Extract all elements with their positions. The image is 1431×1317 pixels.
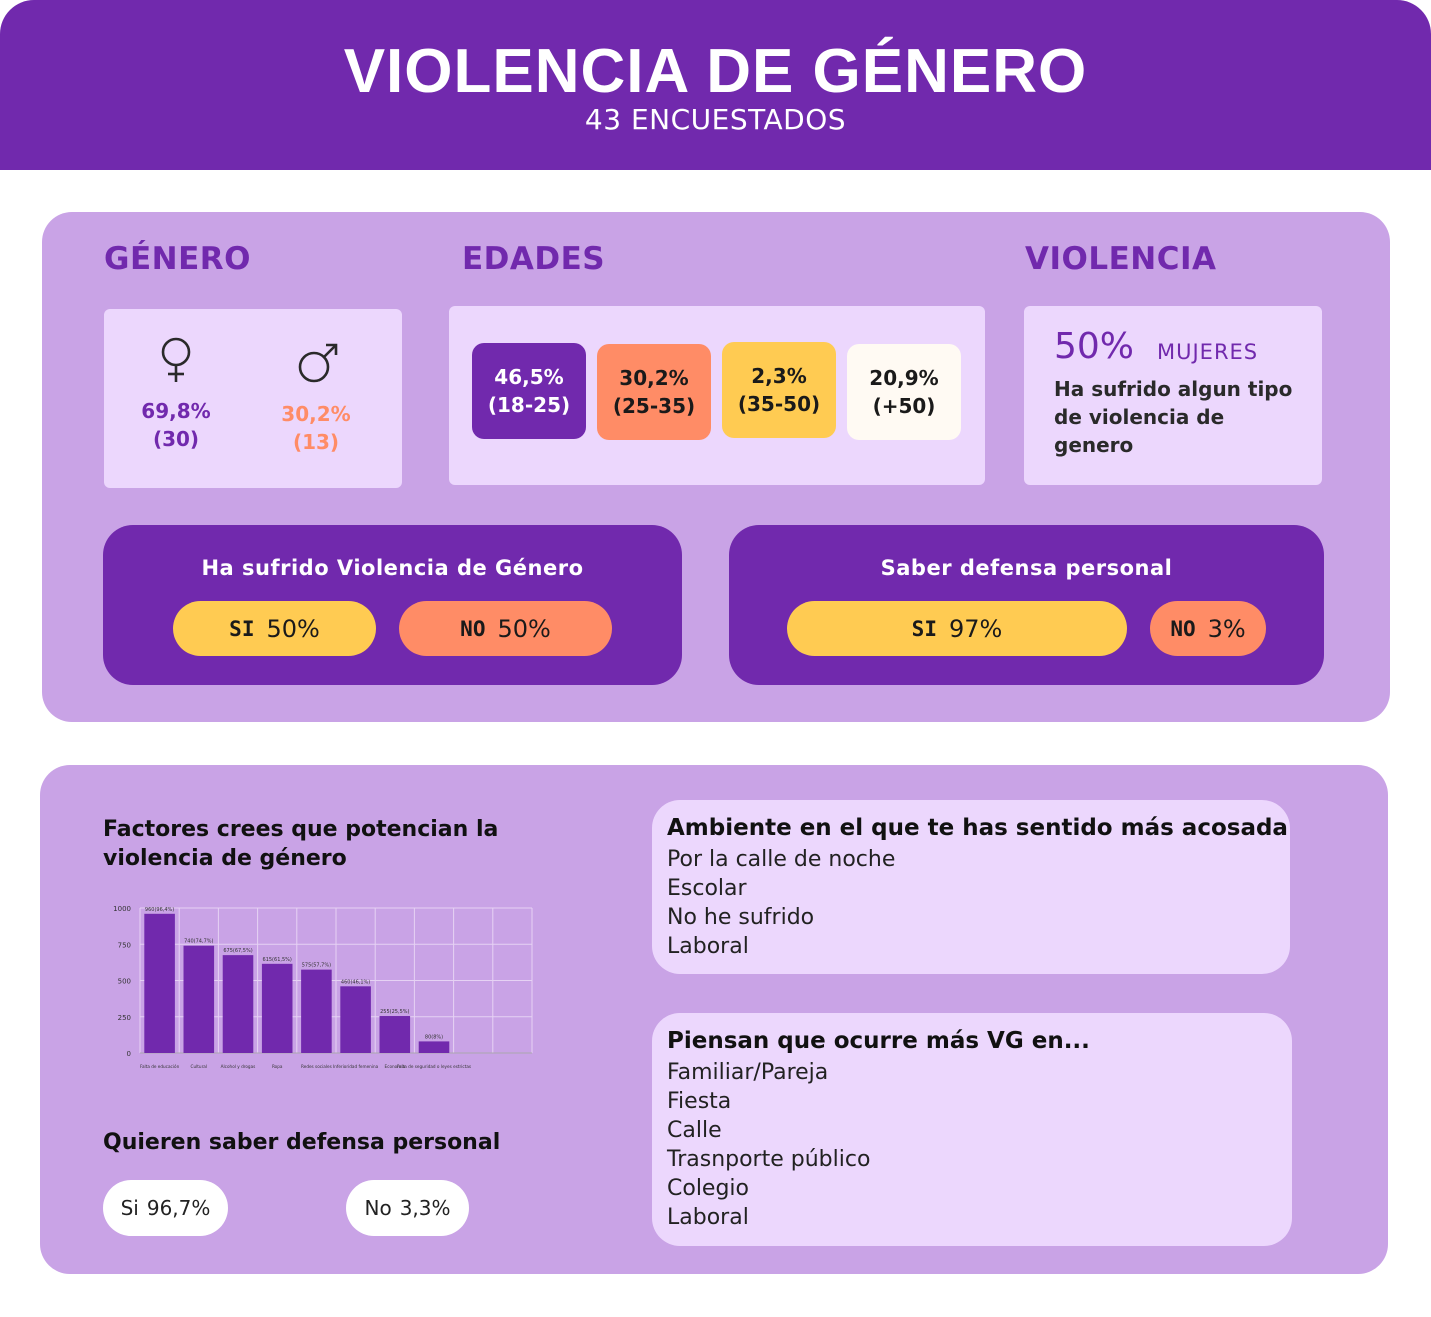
list-item: Escolar bbox=[667, 876, 747, 901]
genero-title: GÉNERO bbox=[104, 241, 251, 277]
male-pct: 30,2% bbox=[281, 402, 351, 426]
x-tick-label: Alcohol y drogas bbox=[221, 1064, 256, 1069]
page-subtitle: 43 ENCUESTADOS bbox=[584, 103, 847, 136]
bar bbox=[261, 963, 293, 1053]
piensan-list: Familiar/Pareja Fiesta Calle Trasnporte … bbox=[667, 1058, 870, 1232]
sufrido-title: Ha sufrido Violencia de Género bbox=[201, 556, 584, 580]
y-tick-label: 0 bbox=[127, 1050, 131, 1058]
data-label: 575(57,7%) bbox=[302, 963, 331, 969]
age-pct: 20,9% bbox=[869, 366, 939, 390]
bar bbox=[418, 1041, 450, 1053]
age-group-50-plus: 20,9% (+50) bbox=[847, 344, 961, 440]
data-label: 255(25,5%) bbox=[380, 1009, 409, 1015]
quieren-no-pill: No 3,3% bbox=[346, 1180, 469, 1236]
bar bbox=[222, 955, 254, 1053]
bar bbox=[379, 1016, 411, 1053]
age-range: (25-35) bbox=[612, 394, 696, 418]
sufrido-no-pill: NO 50% bbox=[399, 601, 612, 656]
list-item: Laboral bbox=[667, 1205, 749, 1230]
data-label: 740(74,7%) bbox=[184, 939, 213, 945]
bar bbox=[340, 986, 371, 1053]
data-label: 675(67,5%) bbox=[223, 948, 252, 954]
list-item: Colegio bbox=[667, 1176, 750, 1201]
factores-bar-chart: 0 250 500 750 1000 960(96,4%) Falta de educaci… bbox=[113, 905, 533, 1069]
no-value: 3,3% bbox=[399, 1196, 451, 1220]
si-label: SI bbox=[229, 616, 255, 641]
si-label: SI bbox=[911, 616, 937, 641]
piensan-card bbox=[652, 1013, 1292, 1246]
list-item: Laboral bbox=[667, 934, 749, 959]
ambiente-card bbox=[652, 800, 1290, 974]
age-group-35-50: 2,3% (35-50) bbox=[722, 342, 836, 438]
data-label: 80(8%) bbox=[425, 1034, 443, 1040]
female-count: (30) bbox=[152, 427, 200, 451]
data-label: 960(96,4%) bbox=[145, 907, 174, 913]
list-item: Familiar/Pareja bbox=[667, 1060, 829, 1085]
age-pct: 46,5% bbox=[494, 365, 564, 389]
age-range: (+50) bbox=[872, 394, 936, 418]
si-label: Si bbox=[120, 1196, 139, 1220]
x-tick-label: Ropa bbox=[272, 1064, 283, 1069]
violencia-title: VIOLENCIA bbox=[1025, 241, 1217, 277]
list-item: Por la calle de noche bbox=[667, 847, 896, 872]
age-group-18-25: 46,5% (18-25) bbox=[472, 343, 586, 439]
defensa-si-pill: SI 97% bbox=[787, 601, 1127, 656]
si-value: 97% bbox=[948, 614, 1003, 643]
age-range: (18-25) bbox=[487, 393, 571, 417]
header-banner bbox=[0, 0, 1431, 170]
edades-title: EDADES bbox=[462, 241, 606, 277]
violencia-card bbox=[1024, 306, 1322, 485]
x-tick-label: Falta de educación bbox=[140, 1064, 180, 1069]
bar bbox=[144, 913, 175, 1053]
no-value: 50% bbox=[497, 614, 551, 643]
female-pct: 69,8% bbox=[141, 399, 211, 423]
bar bbox=[183, 945, 215, 1053]
no-value: 3% bbox=[1207, 614, 1246, 643]
y-tick-label: 250 bbox=[118, 1014, 131, 1022]
list-item: Calle bbox=[667, 1118, 722, 1143]
bar bbox=[301, 969, 332, 1053]
ambiente-title: Ambiente en el que te has sentido más ac… bbox=[667, 815, 1288, 841]
no-label: NO bbox=[460, 616, 486, 641]
y-tick-label: 750 bbox=[118, 941, 131, 949]
female-stat: 69,8% (30) bbox=[131, 397, 221, 453]
ambiente-list: Por la calle de noche Escolar No he sufr… bbox=[667, 845, 895, 961]
si-value: 96,7% bbox=[146, 1196, 211, 1220]
age-pct: 2,3% bbox=[751, 364, 807, 388]
age-range: (35-50) bbox=[737, 392, 821, 416]
no-label: NO bbox=[1170, 616, 1196, 641]
male-count: (13) bbox=[292, 430, 340, 454]
list-item: Fiesta bbox=[667, 1089, 732, 1114]
y-tick-label: 500 bbox=[118, 978, 131, 986]
no-label: No bbox=[364, 1196, 392, 1220]
x-tick-label: Falta de seguridad o leyes estrictas bbox=[397, 1064, 471, 1069]
age-group-25-35: 30,2% (25-35) bbox=[597, 344, 711, 440]
violencia-pct: 50% bbox=[1054, 326, 1135, 367]
male-stat: 30,2% (13) bbox=[271, 400, 361, 456]
data-label: 460(46,1%) bbox=[341, 979, 370, 985]
female-symbol-icon bbox=[146, 336, 206, 390]
x-tick-label: Economía bbox=[385, 1064, 406, 1069]
x-tick-label: Cultural bbox=[191, 1064, 208, 1069]
male-symbol-icon bbox=[288, 340, 348, 394]
quieren-si-pill: Si 96,7% bbox=[103, 1180, 228, 1236]
x-tick-label: Inferioridad femenina bbox=[333, 1064, 379, 1069]
data-label: 615(61,5%) bbox=[263, 957, 292, 963]
age-pct: 30,2% bbox=[619, 366, 689, 390]
page-title: VIOLENCIA DE GÉNERO bbox=[343, 37, 1088, 106]
x-tick-label: Redes sociales bbox=[301, 1064, 332, 1069]
defensa-title: Saber defensa personal bbox=[880, 556, 1173, 580]
list-item: No he sufrido bbox=[667, 905, 815, 930]
factores-title: Factores crees que potencian la violenci… bbox=[103, 817, 499, 871]
y-tick-label: 1000 bbox=[113, 905, 131, 913]
piensan-title: Piensan que ocurre más VG en... bbox=[667, 1028, 1090, 1054]
defensa-no-pill: NO 3% bbox=[1150, 601, 1266, 656]
violencia-who: MUJERES bbox=[1157, 340, 1259, 364]
sufrido-si-pill: SI 50% bbox=[173, 601, 376, 656]
violencia-desc: Ha sufrido algun tipo de violencia de ge… bbox=[1054, 377, 1293, 457]
genero-card bbox=[104, 309, 402, 488]
si-value: 50% bbox=[266, 614, 320, 643]
list-item: Trasnporte público bbox=[667, 1147, 871, 1172]
quieren-title: Quieren saber defensa personal bbox=[103, 1130, 501, 1155]
